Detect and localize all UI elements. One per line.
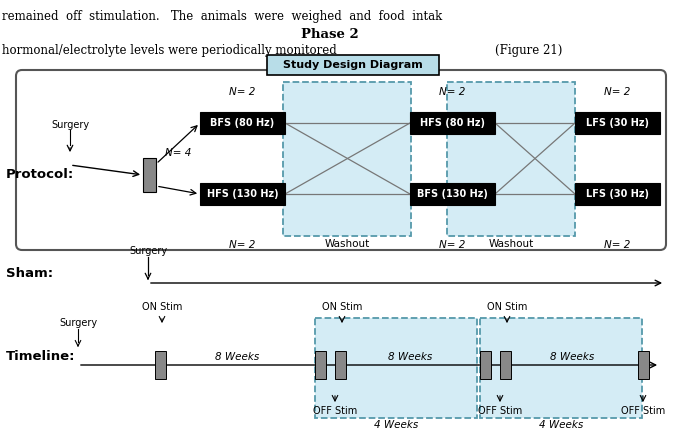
Text: Phase 2: Phase 2 <box>301 28 359 41</box>
Bar <box>410 112 495 134</box>
FancyBboxPatch shape <box>267 55 439 75</box>
Text: Washout: Washout <box>324 239 370 249</box>
Text: N= 2: N= 2 <box>229 240 255 250</box>
Bar <box>200 183 285 205</box>
Text: N= 2: N= 2 <box>604 87 631 97</box>
Text: Washout: Washout <box>488 239 534 249</box>
Bar <box>447 82 575 236</box>
Bar <box>480 351 491 379</box>
Bar <box>575 112 660 134</box>
Bar <box>575 183 660 205</box>
Text: HFS (80 Hz): HFS (80 Hz) <box>420 118 485 128</box>
Text: OFF Stim: OFF Stim <box>478 406 522 416</box>
Text: Surgery: Surgery <box>129 246 167 256</box>
Text: 8 Weeks: 8 Weeks <box>215 352 259 362</box>
Text: 8 Weeks: 8 Weeks <box>550 352 594 362</box>
Bar <box>200 112 285 134</box>
Bar <box>315 318 477 418</box>
Text: OFF Stim: OFF Stim <box>313 406 357 416</box>
Bar <box>410 183 495 205</box>
Text: N= 2: N= 2 <box>439 87 466 97</box>
Text: N= 2: N= 2 <box>439 240 466 250</box>
Bar <box>283 82 411 236</box>
Bar <box>155 351 166 379</box>
Bar <box>480 318 642 418</box>
Text: Sham:: Sham: <box>6 267 53 280</box>
Text: N= 4: N= 4 <box>165 148 191 158</box>
Text: N= 2: N= 2 <box>604 240 631 250</box>
Text: Study Design Diagram: Study Design Diagram <box>283 60 423 70</box>
Text: 8 Weeks: 8 Weeks <box>388 352 432 362</box>
Text: ON Stim: ON Stim <box>322 302 362 312</box>
Text: OFF Stim: OFF Stim <box>621 406 665 416</box>
Bar <box>315 351 326 379</box>
Text: Surgery: Surgery <box>51 120 89 130</box>
Text: remained  off  stimulation.   The  animals  were  weighed  and  food  intak: remained off stimulation. The animals we… <box>2 10 442 23</box>
Text: hormonal/electrolyte levels were periodically monitored: hormonal/electrolyte levels were periodi… <box>2 44 336 57</box>
Text: 4 Weeks: 4 Weeks <box>539 420 583 430</box>
Text: Timeline:: Timeline: <box>6 350 76 363</box>
Bar <box>143 158 156 192</box>
Text: HFS (130 Hz): HFS (130 Hz) <box>207 189 279 199</box>
Bar <box>335 351 346 379</box>
Text: BFS (130 Hz): BFS (130 Hz) <box>417 189 488 199</box>
FancyBboxPatch shape <box>16 70 666 250</box>
Text: ON Stim: ON Stim <box>142 302 183 312</box>
Text: (Figure 21): (Figure 21) <box>495 44 563 57</box>
Text: ON Stim: ON Stim <box>487 302 527 312</box>
Text: BFS (80 Hz): BFS (80 Hz) <box>210 118 274 128</box>
Text: Protocol:: Protocol: <box>6 169 74 181</box>
Text: Surgery: Surgery <box>59 318 97 328</box>
Bar <box>500 351 511 379</box>
Text: 4 Weeks: 4 Weeks <box>374 420 418 430</box>
Text: LFS (30 Hz): LFS (30 Hz) <box>586 118 649 128</box>
Text: N= 2: N= 2 <box>229 87 255 97</box>
Text: LFS (30 Hz): LFS (30 Hz) <box>586 189 649 199</box>
Bar <box>638 351 649 379</box>
